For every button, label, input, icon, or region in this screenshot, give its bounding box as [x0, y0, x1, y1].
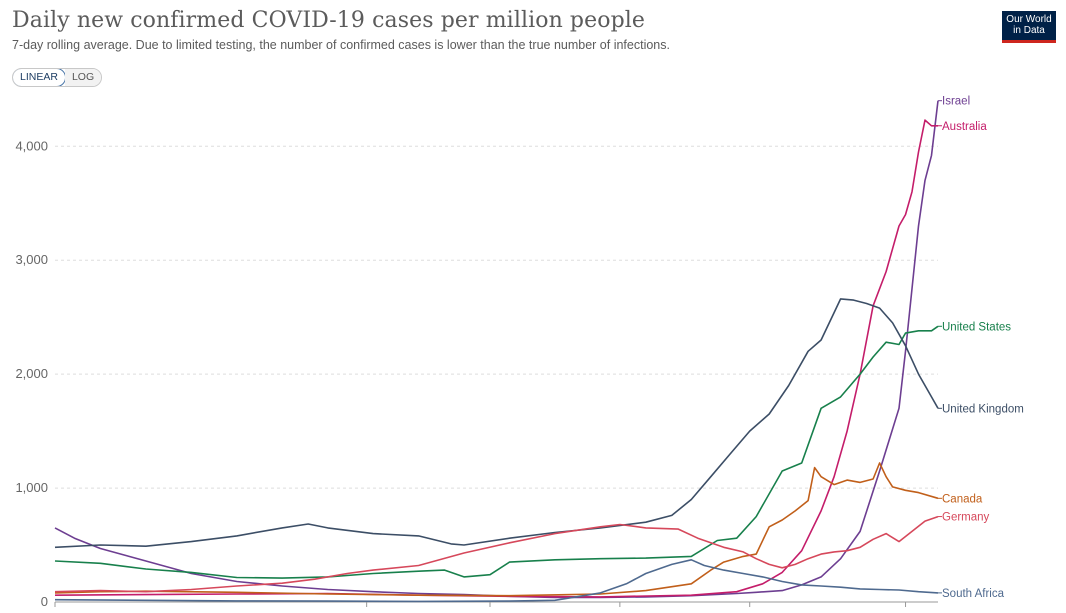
series-label-israel[interactable]: Israel: [942, 96, 970, 108]
scale-toggle: LINEAR LOG: [12, 68, 103, 87]
series-line-canada[interactable]: [54, 462, 939, 597]
logo-accent-bar: [1002, 40, 1056, 43]
series-line-united-kingdom[interactable]: [54, 298, 939, 549]
x-axis: [54, 601, 938, 607]
series-label-united-states[interactable]: United States: [942, 321, 1011, 333]
linear-scale-button[interactable]: LINEAR: [13, 69, 66, 86]
series-line-israel[interactable]: [54, 100, 939, 599]
chart-subtitle: 7-day rolling average. Due to limited te…: [12, 38, 670, 52]
series-label-canada[interactable]: Canada: [942, 493, 983, 505]
series-label-united-kingdom[interactable]: United Kingdom: [942, 403, 1024, 415]
y-tick-label: 2,000: [15, 366, 48, 381]
series-lines: [54, 100, 939, 603]
y-axis-ticks: 0 1,000 2,000 3,000 4,000: [15, 138, 48, 609]
series-label-south-africa[interactable]: South Africa: [942, 588, 1005, 600]
grid-lines: [55, 145, 938, 489]
owid-logo[interactable]: Our World in Data: [1002, 11, 1056, 43]
series-label-germany[interactable]: Germany: [942, 512, 990, 524]
series-line-south-africa[interactable]: [54, 559, 939, 603]
y-tick-label: 3,000: [15, 252, 48, 267]
y-tick-label: 1,000: [15, 480, 48, 495]
chart-title: Daily new confirmed COVID-19 cases per m…: [12, 8, 646, 33]
series-line-germany[interactable]: [54, 515, 939, 593]
series-label-australia[interactable]: Australia: [942, 121, 987, 133]
log-scale-button[interactable]: LOG: [64, 69, 102, 86]
logo-line-2: in Data: [1013, 25, 1045, 36]
logo-line-1: Our World: [1006, 14, 1052, 25]
series-line-united-states[interactable]: [54, 325, 939, 579]
series-labels: Israel Australia United States United Kingd…: [938, 96, 1024, 600]
series-line-australia[interactable]: [54, 119, 938, 598]
y-tick-label: 4,000: [15, 138, 48, 153]
y-tick-label: 0: [41, 594, 48, 609]
